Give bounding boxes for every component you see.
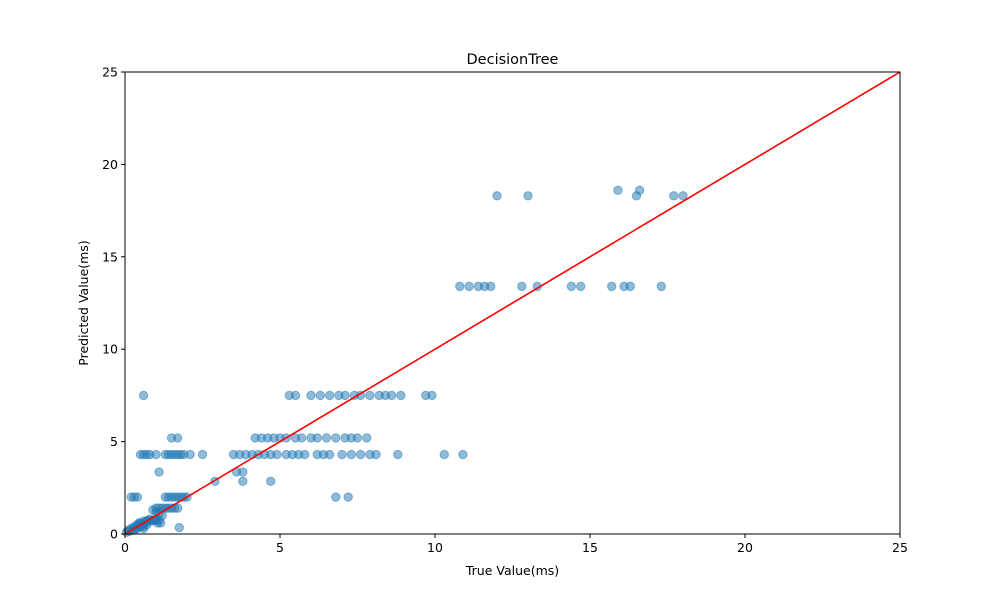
data-point bbox=[321, 433, 332, 443]
data-point bbox=[492, 191, 502, 201]
data-point bbox=[337, 449, 347, 460]
data-point bbox=[238, 467, 248, 477]
data-point bbox=[154, 467, 164, 477]
data-point bbox=[613, 185, 623, 195]
data-point bbox=[352, 433, 363, 443]
data-point bbox=[458, 449, 468, 460]
plot-frame bbox=[124, 71, 901, 535]
data-point bbox=[523, 191, 533, 201]
data-point bbox=[315, 390, 325, 401]
y-tick-label: 25 bbox=[102, 65, 118, 80]
data-point bbox=[365, 390, 375, 401]
data-point bbox=[455, 281, 465, 292]
data-point bbox=[678, 191, 688, 201]
data-point bbox=[174, 522, 184, 533]
data-point bbox=[331, 492, 341, 502]
data-point bbox=[272, 449, 282, 460]
data-point bbox=[656, 281, 666, 292]
data-point bbox=[312, 433, 322, 443]
x-tick-label: 20 bbox=[737, 540, 753, 555]
data-point bbox=[306, 390, 316, 401]
data-point bbox=[355, 449, 366, 460]
data-point bbox=[427, 390, 437, 401]
reference-line-layer bbox=[124, 71, 901, 535]
data-point bbox=[290, 390, 301, 401]
data-point bbox=[346, 449, 356, 460]
data-point bbox=[343, 492, 353, 502]
data-point bbox=[464, 281, 474, 292]
x-tick-label: 15 bbox=[582, 540, 598, 555]
data-point bbox=[300, 449, 310, 460]
data-point bbox=[173, 503, 183, 513]
data-point bbox=[517, 281, 527, 292]
x-tick-label: 10 bbox=[427, 540, 443, 555]
y-tick-label: 5 bbox=[110, 434, 118, 449]
y-tick-label: 10 bbox=[102, 342, 118, 357]
data-point bbox=[371, 449, 381, 460]
data-point bbox=[486, 281, 496, 292]
data-point bbox=[266, 476, 276, 487]
x-tick-label: 5 bbox=[276, 540, 284, 555]
data-point bbox=[324, 390, 335, 401]
data-point bbox=[625, 281, 635, 292]
points-layer bbox=[121, 185, 688, 537]
chart-title: DecisionTree bbox=[467, 52, 559, 68]
data-point bbox=[173, 433, 183, 443]
y-tick-label: 0 bbox=[110, 527, 118, 542]
data-point bbox=[151, 449, 161, 460]
data-point bbox=[340, 390, 350, 401]
data-point bbox=[566, 281, 577, 292]
data-point bbox=[386, 390, 397, 401]
data-point bbox=[393, 449, 403, 460]
y-tick-label: 15 bbox=[102, 249, 118, 264]
identity-reference-line bbox=[124, 71, 901, 535]
data-point bbox=[185, 449, 195, 460]
data-point bbox=[669, 191, 679, 201]
y-axis-label: Predicted Value(ms) bbox=[76, 240, 91, 365]
data-point bbox=[607, 281, 617, 292]
x-tick-label: 25 bbox=[892, 540, 908, 555]
x-tick-label: 0 bbox=[121, 540, 129, 555]
data-point bbox=[396, 390, 406, 401]
data-point bbox=[197, 449, 208, 460]
data-point bbox=[439, 449, 449, 460]
data-point bbox=[634, 185, 645, 195]
y-tick-label: 20 bbox=[102, 157, 118, 172]
data-point bbox=[138, 390, 149, 401]
data-point bbox=[331, 433, 341, 443]
data-point bbox=[155, 518, 166, 528]
data-point bbox=[238, 476, 248, 487]
data-point bbox=[362, 433, 372, 443]
data-point bbox=[138, 523, 149, 534]
data-point bbox=[297, 433, 307, 443]
data-point bbox=[132, 492, 143, 502]
data-point bbox=[324, 449, 335, 460]
axis-ticks: 0 5 10 15 20 25 0 5 10 15 20 25 bbox=[102, 65, 908, 556]
x-axis-label: True Value(ms) bbox=[465, 563, 559, 578]
data-point bbox=[576, 281, 586, 292]
